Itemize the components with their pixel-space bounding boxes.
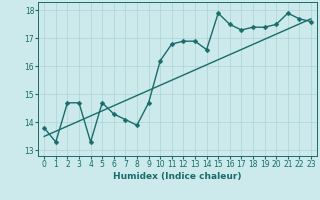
X-axis label: Humidex (Indice chaleur): Humidex (Indice chaleur) bbox=[113, 172, 242, 181]
